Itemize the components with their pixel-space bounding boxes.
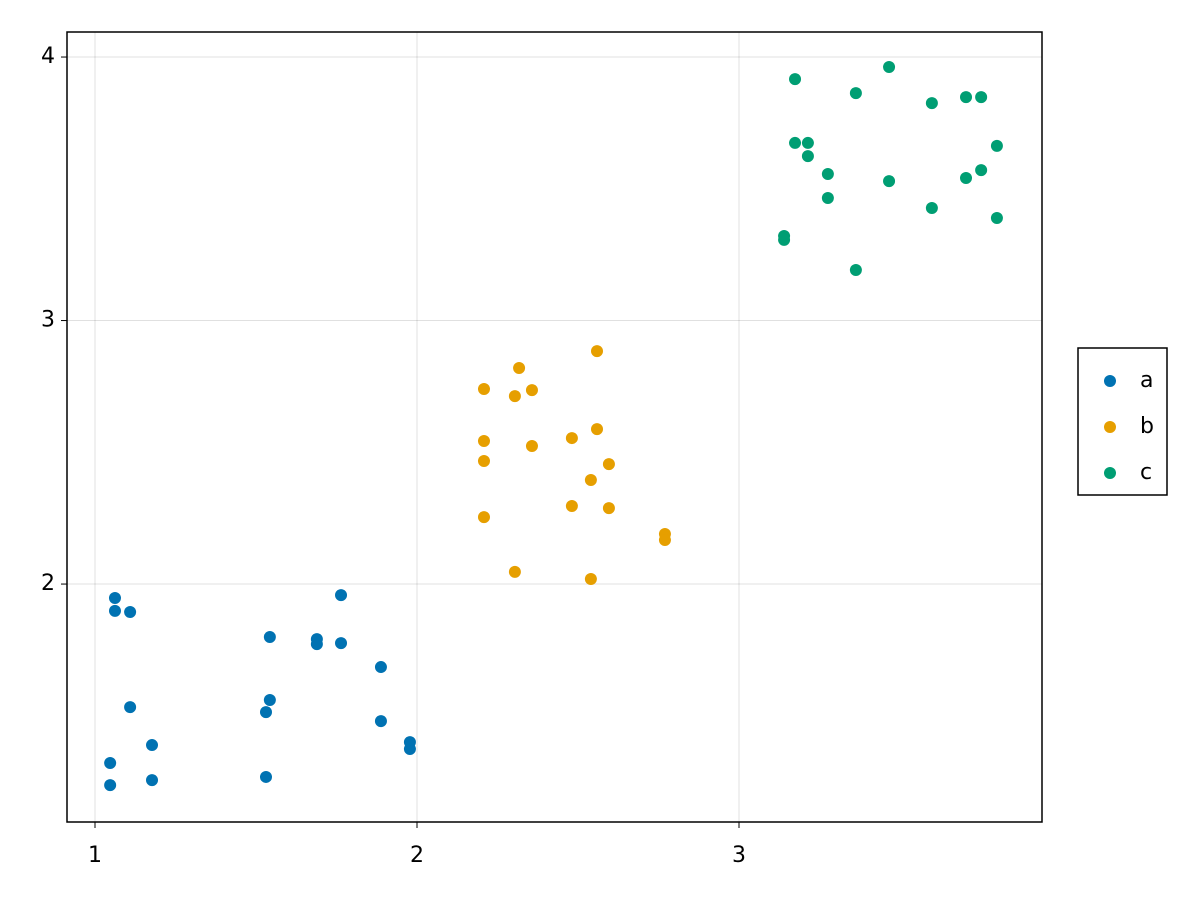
point bbox=[477, 383, 490, 396]
point bbox=[310, 638, 323, 651]
point bbox=[374, 661, 387, 674]
plot-frame bbox=[66, 31, 1043, 823]
point bbox=[104, 779, 117, 792]
point bbox=[849, 263, 862, 276]
x-tick-label: 1 bbox=[88, 843, 102, 868]
point bbox=[146, 774, 159, 787]
point bbox=[801, 150, 814, 163]
point bbox=[124, 701, 137, 714]
point bbox=[259, 770, 272, 783]
point bbox=[591, 345, 604, 358]
point bbox=[335, 589, 348, 602]
point bbox=[584, 473, 597, 486]
legend-marker bbox=[1104, 421, 1116, 433]
point bbox=[602, 502, 615, 515]
point bbox=[108, 592, 121, 605]
point bbox=[477, 511, 490, 524]
point bbox=[525, 384, 538, 397]
point bbox=[565, 500, 578, 513]
point bbox=[124, 605, 137, 618]
point bbox=[960, 171, 973, 184]
point bbox=[513, 361, 526, 374]
point bbox=[403, 743, 416, 756]
point bbox=[821, 192, 834, 205]
point bbox=[925, 202, 938, 215]
point bbox=[263, 693, 276, 706]
legend-box bbox=[1077, 347, 1168, 496]
point bbox=[263, 631, 276, 644]
point bbox=[925, 97, 938, 110]
x-tick-label: 3 bbox=[732, 843, 746, 868]
point bbox=[975, 164, 988, 177]
point bbox=[658, 534, 671, 547]
point bbox=[508, 390, 521, 403]
point bbox=[821, 168, 834, 181]
point bbox=[259, 706, 272, 719]
point bbox=[778, 233, 791, 246]
point bbox=[883, 61, 896, 74]
x-tick-label: 2 bbox=[410, 843, 424, 868]
point bbox=[525, 439, 538, 452]
point bbox=[591, 423, 604, 436]
point bbox=[883, 175, 896, 188]
point bbox=[146, 739, 159, 752]
legend-marker bbox=[1104, 467, 1116, 479]
y-tick-label: 3 bbox=[41, 308, 55, 333]
y-tick-label: 2 bbox=[41, 571, 55, 596]
point bbox=[990, 139, 1003, 152]
point bbox=[374, 715, 387, 728]
point bbox=[108, 604, 121, 617]
point bbox=[508, 565, 521, 578]
legend-marker bbox=[1104, 375, 1116, 387]
point bbox=[584, 573, 597, 586]
point bbox=[789, 136, 802, 149]
point bbox=[565, 432, 578, 445]
point bbox=[990, 212, 1003, 225]
point bbox=[335, 637, 348, 650]
point bbox=[789, 73, 802, 86]
point bbox=[104, 756, 117, 769]
point bbox=[602, 458, 615, 471]
point bbox=[477, 434, 490, 447]
y-tick-label: 4 bbox=[41, 44, 55, 69]
point bbox=[975, 91, 988, 104]
point bbox=[960, 91, 973, 104]
legend-label: b bbox=[1140, 414, 1154, 439]
legend-label: c bbox=[1140, 460, 1152, 485]
point bbox=[477, 454, 490, 467]
point bbox=[849, 87, 862, 100]
legend-label: a bbox=[1140, 368, 1153, 393]
point bbox=[801, 136, 814, 149]
